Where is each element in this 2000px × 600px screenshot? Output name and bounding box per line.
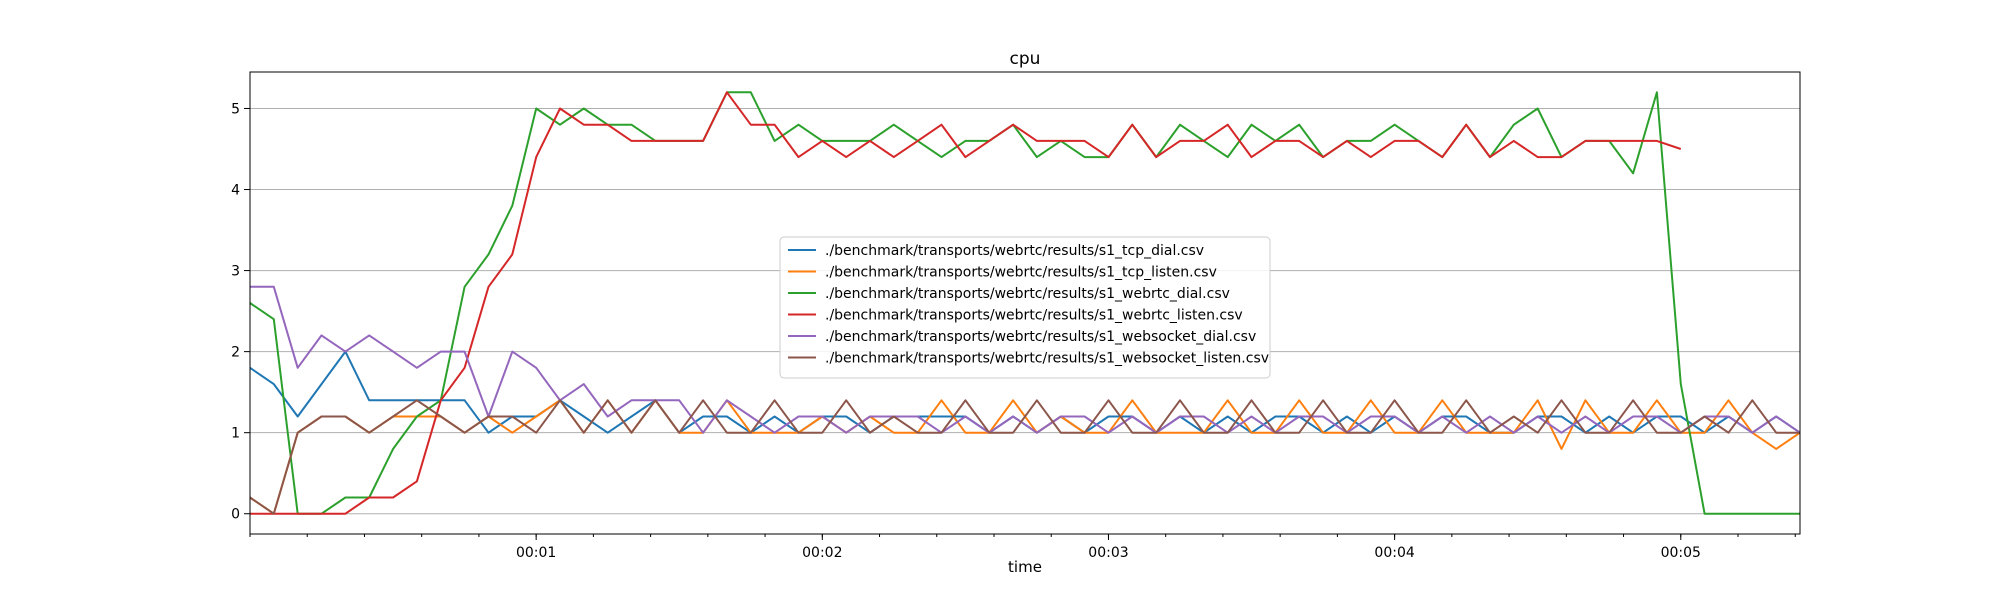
series-lines [249, 91, 1801, 515]
legend-label: ./benchmark/transports/webrtc/results/s1… [825, 286, 1230, 302]
x-tick-label: 00:05 [1661, 545, 1701, 561]
series-line-2 [249, 91, 1800, 515]
series-line-4 [250, 285, 1801, 434]
y-tick-label: 0 [231, 507, 240, 523]
x-axis-label: time [1008, 558, 1042, 576]
legend-label: ./benchmark/transports/webrtc/results/s1… [825, 351, 1269, 367]
y-tick-label: 4 [231, 183, 240, 199]
series-line-5 [249, 399, 1800, 515]
legend-label: ./benchmark/transports/webrtc/results/s1… [825, 243, 1204, 259]
x-tick-label: 00:03 [1088, 545, 1128, 561]
series-line-3 [250, 91, 1682, 515]
axis-ticks: 0 1 2 3 4 5 00:01 00:02 00:03 00:04 00:05 [231, 101, 1796, 561]
y-tick-label: 3 [231, 264, 240, 280]
legend-label: ./benchmark/transports/webrtc/results/s1… [825, 308, 1243, 324]
y-tick-label: 2 [231, 345, 240, 361]
legend-label: ./benchmark/transports/webrtc/results/s1… [825, 329, 1256, 345]
legend: ./benchmark/transports/webrtc/results/s1… [779, 236, 1271, 379]
plot-frame [249, 71, 1801, 535]
y-tick-label: 1 [231, 426, 240, 442]
y-tick-label: 5 [231, 101, 240, 117]
legend-box [779, 236, 1271, 379]
x-tick-label: 00:01 [516, 545, 556, 561]
x-tick-label: 00:04 [1374, 545, 1414, 561]
legend-label: ./benchmark/transports/webrtc/results/s1… [825, 265, 1217, 281]
x-tick-label: 00:02 [802, 545, 842, 561]
chart-title: cpu [1010, 49, 1041, 69]
